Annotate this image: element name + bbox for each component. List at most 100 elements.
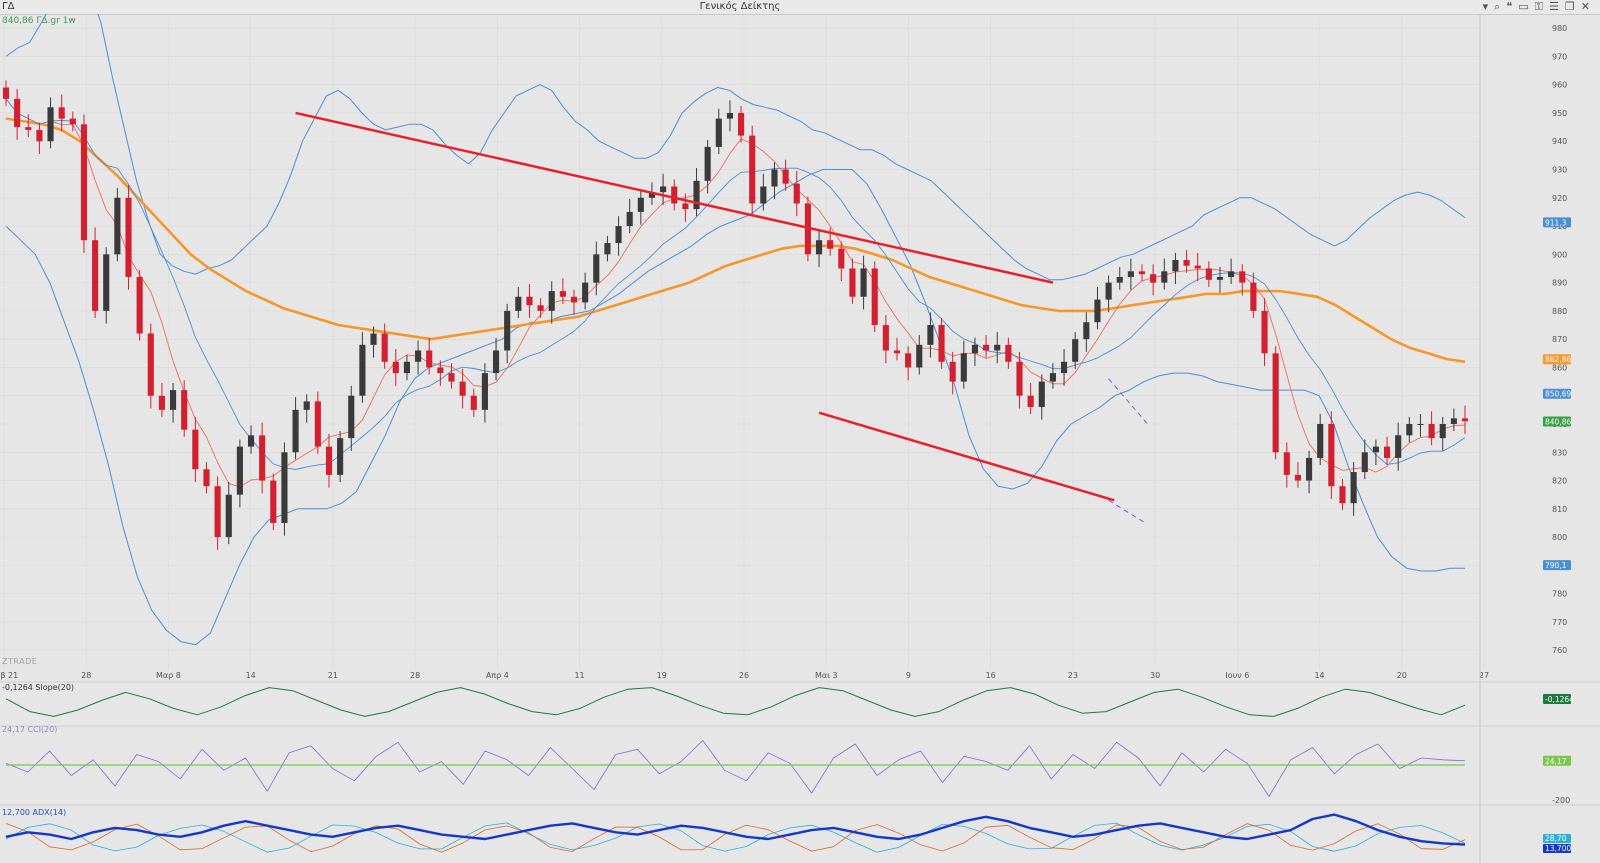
candle-body bbox=[983, 344, 990, 351]
right-tag-label: 850,69 bbox=[1545, 390, 1571, 399]
candle-body bbox=[827, 240, 834, 249]
bollinger-lower-line bbox=[5, 169, 1465, 646]
candle-body bbox=[771, 169, 778, 187]
candle-body bbox=[1317, 424, 1324, 458]
candle-body bbox=[637, 197, 644, 212]
bollinger-upper-line bbox=[5, 14, 1466, 281]
cci-label: 24,17 CCI(20) bbox=[2, 725, 58, 734]
candle-body bbox=[1161, 271, 1168, 283]
candle-body bbox=[570, 296, 578, 303]
candle-body bbox=[1127, 271, 1134, 277]
x-tick-label: 27 bbox=[1479, 671, 1489, 680]
candle-body bbox=[36, 129, 43, 142]
candle-body bbox=[1395, 435, 1402, 458]
y-tick-label: 950 bbox=[1552, 109, 1567, 118]
adx-tag-plus bbox=[1543, 834, 1571, 843]
adx-tag-main bbox=[1543, 844, 1571, 853]
candle-body bbox=[849, 268, 856, 297]
window-controls[interactable]: ▾⌕❝▭⚿☰❐✕ bbox=[1483, 0, 1596, 14]
candle-body bbox=[125, 197, 132, 277]
ma-short-line bbox=[5, 98, 1466, 488]
candle-body bbox=[80, 124, 88, 241]
y-tick-label: 800 bbox=[1552, 533, 1567, 542]
chart-canvas[interactable]: 9809709609509409309209109008908808708608… bbox=[0, 14, 1600, 863]
candle-body bbox=[593, 254, 600, 283]
candle-body bbox=[1150, 274, 1157, 283]
candle-body bbox=[236, 446, 243, 495]
candle-body bbox=[916, 344, 923, 368]
x-tick-label: Ιουν 6 bbox=[1225, 671, 1249, 680]
candle-body bbox=[1250, 282, 1257, 311]
candle-body bbox=[604, 243, 611, 255]
candle-body bbox=[47, 107, 54, 142]
x-tick-label: Απρ 4 bbox=[486, 671, 509, 680]
y-tick-label: 860 bbox=[1552, 363, 1567, 372]
candle-body bbox=[1183, 260, 1190, 266]
candle-body bbox=[1105, 282, 1112, 300]
candle-body bbox=[1072, 339, 1079, 362]
slope-label: -0,1264 Slope(20) bbox=[2, 683, 75, 692]
candle-body bbox=[247, 435, 255, 447]
candle-body bbox=[1306, 457, 1313, 481]
candle-body bbox=[526, 296, 533, 306]
candle-body bbox=[448, 373, 455, 382]
y-tick-label: 930 bbox=[1552, 166, 1567, 175]
candle-body bbox=[1049, 373, 1056, 382]
candle-body bbox=[738, 112, 745, 136]
y-tick-label: 780 bbox=[1552, 590, 1567, 599]
y-tick-label: 960 bbox=[1552, 81, 1567, 90]
candle-body bbox=[92, 240, 99, 311]
lock-icon[interactable]: ⚿ bbox=[1534, 0, 1550, 13]
x-tick-label: Μαρ 8 bbox=[156, 671, 181, 680]
candle-body bbox=[871, 268, 878, 326]
candle-body bbox=[1205, 268, 1212, 280]
candle-body bbox=[682, 203, 689, 210]
y-tick-label: 820 bbox=[1552, 477, 1567, 486]
candle-body bbox=[1216, 276, 1224, 280]
close-icon[interactable]: ✕ bbox=[1580, 0, 1596, 13]
y-tick-label: 980 bbox=[1552, 24, 1567, 33]
candle-body bbox=[459, 381, 466, 396]
bollinger-middle-line bbox=[5, 98, 1466, 470]
candle-body bbox=[292, 409, 299, 453]
candle-body bbox=[114, 197, 121, 255]
candle-body bbox=[838, 248, 845, 269]
menu-icon[interactable]: ☰ bbox=[1549, 0, 1565, 13]
y-tick-label: 880 bbox=[1552, 307, 1567, 316]
dropdown-icon[interactable]: ▾ bbox=[1482, 0, 1495, 13]
candle-body bbox=[815, 240, 823, 255]
symbol-label: ΓΔ bbox=[2, 1, 15, 12]
candle-body bbox=[626, 211, 633, 227]
candle-body bbox=[905, 353, 912, 368]
candle-body bbox=[1027, 395, 1034, 408]
candle-body bbox=[470, 395, 477, 410]
x-tick-label: 20 bbox=[1397, 671, 1407, 680]
candle-body bbox=[927, 325, 934, 345]
candle-body bbox=[715, 118, 722, 147]
candle-body bbox=[704, 146, 711, 181]
candle-body bbox=[1372, 446, 1379, 453]
candle-body bbox=[515, 296, 522, 311]
ma-long-line bbox=[5, 117, 1466, 364]
candle-body bbox=[1450, 418, 1457, 424]
slope-line bbox=[5, 687, 1466, 717]
y-tick-label: 810 bbox=[1552, 505, 1567, 514]
search-icon[interactable]: ⌕ bbox=[1494, 0, 1507, 13]
x-tick-label: 28 bbox=[410, 671, 420, 680]
candle-body bbox=[648, 192, 656, 198]
candle-body bbox=[14, 98, 21, 128]
right-tag-label: 862,86 bbox=[1545, 355, 1571, 364]
candle-body bbox=[615, 226, 622, 244]
candle-body bbox=[69, 118, 76, 125]
candle-body bbox=[1439, 424, 1446, 439]
cci-tag-label: 24,17 bbox=[1545, 757, 1567, 766]
adx-label: 12,700 ADX(14) bbox=[2, 808, 67, 817]
candle-body bbox=[893, 350, 901, 354]
restore-icon[interactable]: ❐ bbox=[1564, 0, 1581, 13]
y-tick-label: 890 bbox=[1552, 279, 1567, 288]
candle-body bbox=[303, 401, 310, 410]
quote-icon[interactable]: ❝ bbox=[1506, 0, 1519, 13]
candle-body bbox=[225, 494, 232, 538]
candle-body bbox=[1294, 474, 1302, 481]
minimize-icon[interactable]: ▭ bbox=[1518, 0, 1535, 13]
